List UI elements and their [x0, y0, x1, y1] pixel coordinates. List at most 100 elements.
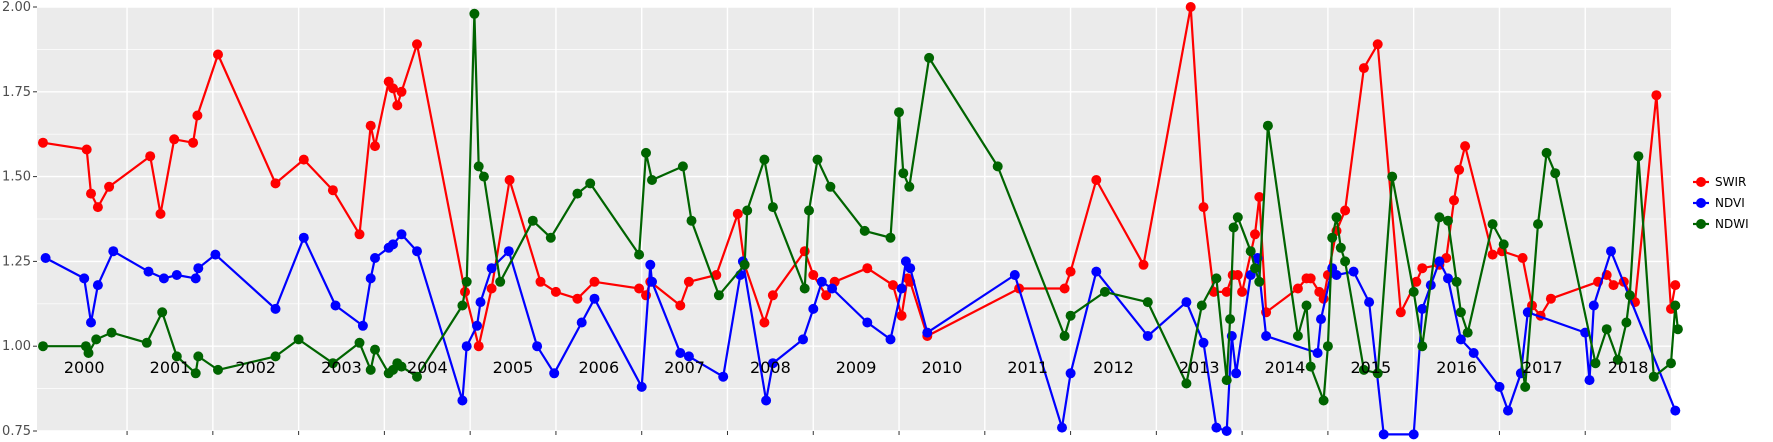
y-tick-label: 0.75 — [2, 424, 31, 439]
data-point-ndwi — [1670, 300, 1681, 311]
data-point-ndwi — [713, 290, 724, 301]
data-point-ndwi — [1059, 331, 1070, 341]
data-point-ndvi — [388, 239, 398, 250]
data-point-ndvi — [1503, 405, 1513, 416]
legend-label-ndwi: NDWI — [1715, 217, 1749, 231]
data-point-ndwi — [759, 154, 770, 165]
data-point-swir — [862, 263, 873, 274]
data-point-ndwi — [1221, 375, 1232, 386]
data-point-ndwi — [634, 249, 645, 260]
data-point-ndwi — [1672, 324, 1683, 335]
data-point-ndwi — [1624, 290, 1635, 301]
data-point-ndvi — [396, 229, 407, 240]
data-point-ndvi — [808, 303, 819, 314]
data-point-ndwi — [742, 205, 753, 216]
data-point-ndwi — [924, 52, 935, 63]
data-point-ndvi — [1455, 334, 1466, 345]
data-point-swir — [1091, 175, 1102, 185]
data-point-ndwi — [572, 188, 583, 199]
data-point-swir — [1250, 229, 1260, 240]
data-point-ndwi — [904, 181, 915, 192]
data-point-swir — [1517, 253, 1528, 263]
data-point-swir — [821, 290, 832, 301]
data-point-swir — [1221, 286, 1232, 297]
data-point-ndvi — [412, 246, 422, 257]
data-point-ndvi — [1348, 266, 1359, 277]
data-point-ndvi — [1584, 375, 1595, 386]
data-point-swir — [1449, 195, 1459, 206]
data-point-ndvi — [1261, 331, 1272, 341]
data-point-ndvi — [1065, 368, 1076, 379]
data-point-ndvi — [589, 293, 600, 304]
data-point-ndwi — [647, 175, 657, 185]
y-tick-label: 1.50 — [2, 170, 31, 185]
data-point-ndvi — [330, 300, 341, 311]
data-point-ndvi — [1417, 303, 1428, 314]
legend-label-swir: SWIR — [1715, 175, 1746, 189]
year-label: 2012 — [1093, 358, 1134, 377]
year-label: 2017 — [1522, 358, 1563, 377]
data-point-ndwi — [106, 327, 117, 338]
data-point-ndvi — [108, 246, 119, 257]
data-point-ndvi — [86, 317, 96, 328]
data-point-swir — [535, 276, 546, 287]
data-point-ndwi — [370, 344, 380, 355]
data-point-ndvi — [370, 253, 380, 263]
data-point-ndvi — [1091, 266, 1102, 277]
data-point-ndvi — [1468, 348, 1479, 358]
data-point-ndvi — [1211, 422, 1222, 433]
data-point-swir — [1358, 63, 1369, 74]
data-point-ndvi — [171, 270, 182, 280]
data-point-ndvi — [472, 320, 482, 331]
y-tick-label: 1.25 — [2, 254, 31, 269]
year-label: 2004 — [407, 358, 448, 377]
legend: SWIR NDVI NDWI — [1693, 175, 1749, 231]
year-label: 2009 — [836, 358, 877, 377]
data-point-ndwi — [1541, 147, 1552, 158]
data-point-ndvi — [1181, 297, 1192, 308]
data-point-swir — [767, 290, 778, 301]
year-label: 2005 — [493, 358, 534, 377]
legend-key-point-swir — [1696, 177, 1706, 187]
data-point-ndwi — [1196, 300, 1207, 311]
data-point-ndwi — [1099, 286, 1110, 297]
data-point-swir — [188, 137, 199, 148]
data-point-ndwi — [270, 351, 281, 362]
data-point-ndvi — [1443, 273, 1453, 284]
data-point-ndvi — [1378, 429, 1389, 440]
year-label: 2018 — [1608, 358, 1649, 377]
data-point-ndvi — [1057, 422, 1067, 433]
data-point-swir — [354, 229, 365, 240]
data-point-ndwi — [293, 334, 304, 345]
data-point-ndwi — [1443, 215, 1453, 226]
data-point-ndwi — [365, 364, 376, 375]
data-point-ndwi — [91, 334, 102, 345]
data-point-ndvi — [92, 280, 103, 291]
data-point-ndwi — [799, 283, 810, 294]
data-point-ndwi — [1601, 324, 1612, 335]
data-point-ndwi — [1228, 222, 1239, 233]
data-point-ndwi — [1335, 242, 1346, 253]
data-point-ndwi — [1621, 317, 1632, 328]
data-point-ndwi — [354, 337, 365, 348]
data-point-swir — [169, 134, 180, 145]
legend-label-ndvi: NDVI — [1715, 196, 1745, 210]
data-point-ndvi — [761, 395, 772, 406]
year-label: 2015 — [1350, 358, 1391, 377]
data-point-ndvi — [1316, 314, 1326, 325]
data-point-ndvi — [210, 249, 221, 260]
data-point-swir — [1237, 286, 1248, 297]
year-label: 2000 — [64, 358, 105, 377]
data-point-swir — [1411, 276, 1422, 287]
year-label: 2011 — [1007, 358, 1048, 377]
data-point-swir — [213, 49, 223, 60]
data-point-ndwi — [1262, 120, 1273, 131]
data-point-swir — [392, 100, 403, 111]
series-layer — [38, 2, 1683, 440]
data-point-ndvi — [1588, 300, 1599, 311]
data-point-ndwi — [1301, 300, 1312, 311]
data-point-ndvi — [461, 341, 472, 352]
data-point-swir — [504, 175, 515, 185]
data-point-ndvi — [1331, 270, 1342, 280]
